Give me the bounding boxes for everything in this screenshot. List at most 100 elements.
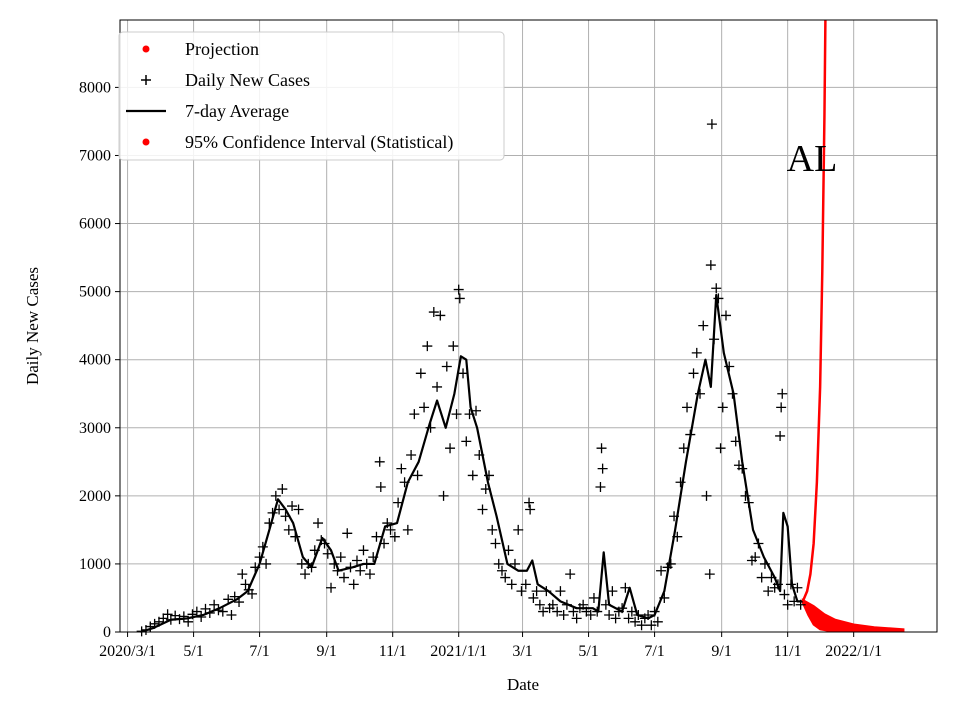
daily-new-cases-point [461, 436, 472, 447]
x-tick-label: 5/1 [578, 643, 598, 660]
daily-new-cases-point [711, 283, 722, 294]
daily-new-cases-point [531, 586, 542, 597]
x-axis: 2020/3/1 5/1 7/1 9/1 11/1 2021/1/1 3/1 5/1 7/1 9/… [99, 632, 882, 660]
daily-new-cases-point [191, 606, 202, 617]
daily-new-cases-point [375, 481, 386, 492]
daily-new-cases-point [261, 558, 272, 569]
daily-new-cases-point [300, 569, 311, 580]
y-tick-label: 8000 [79, 79, 111, 96]
daily-new-cases-point [385, 524, 396, 535]
legend-label: Projection [185, 39, 259, 59]
daily-new-cases-point [487, 524, 498, 535]
daily-new-cases-point [552, 606, 563, 617]
daily-new-cases-point [283, 524, 294, 535]
legend-plus-icon [141, 75, 151, 85]
daily-new-cases-point [776, 402, 787, 413]
projection-line [801, 20, 827, 602]
y-tick-label: 2000 [79, 488, 111, 505]
legend-label: 95% Confidence Interval (Statistical) [185, 132, 453, 153]
x-tick-label: 2020/3/1 [99, 643, 156, 660]
daily-new-cases-point [720, 310, 731, 321]
daily-new-cases-point [451, 409, 462, 420]
daily-new-cases-point [406, 450, 417, 461]
y-tick-label: 0 [103, 624, 111, 641]
daily-new-cases-point [585, 609, 596, 620]
daily-new-cases-point [402, 524, 413, 535]
daily-new-cases-point [467, 470, 478, 481]
daily-new-cases-point [445, 443, 456, 454]
daily-new-cases-point [652, 616, 663, 627]
x-tick-label: 2022/1/1 [825, 643, 882, 660]
daily-new-cases-point [534, 599, 545, 610]
daily-new-cases-point [389, 531, 400, 542]
daily-new-cases-point [287, 501, 298, 512]
daily-new-cases-point [226, 609, 237, 620]
daily-new-cases-point [453, 284, 464, 295]
daily-new-cases-point [409, 409, 420, 420]
daily-new-cases-point [775, 430, 786, 441]
daily-new-cases-point [432, 381, 443, 392]
legend-label: 7-day Average [185, 101, 289, 121]
x-tick-label: 9/1 [316, 643, 336, 660]
daily-new-cases-point [705, 260, 716, 271]
daily-new-cases-point [158, 613, 169, 624]
daily-new-cases-point [525, 504, 536, 515]
daily-new-cases-point [322, 548, 333, 559]
daily-new-cases-point [237, 569, 248, 580]
confidence-interval-band [801, 598, 905, 633]
daily-new-cases-point [358, 545, 369, 556]
x-tick-label: 3/1 [512, 643, 532, 660]
daily-new-cases-point [217, 606, 228, 617]
daily-new-cases-point [597, 463, 608, 474]
y-tick-label: 5000 [79, 284, 111, 301]
daily-new-cases-point [162, 609, 173, 620]
daily-new-cases-point [623, 613, 634, 624]
daily-new-cases-point [782, 599, 793, 610]
daily-new-cases-point [419, 402, 430, 413]
x-tick-label: 11/1 [774, 643, 802, 660]
daily-new-cases-point [200, 603, 211, 614]
daily-new-cases-point [209, 599, 220, 610]
plot-frame [119, 19, 938, 633]
daily-new-cases-point [596, 443, 607, 454]
y-axis-label: Daily New Cases [23, 267, 42, 385]
daily-new-cases-point [701, 490, 712, 501]
x-tick-label: 11/1 [379, 643, 407, 660]
daily-new-cases-point [509, 558, 520, 569]
daily-new-cases-point [595, 481, 606, 492]
daily-new-cases-point [335, 552, 346, 563]
daily-new-cases-point [558, 609, 569, 620]
daily-new-cases-point [740, 490, 751, 501]
daily-new-cases-point [555, 586, 566, 597]
legend-dot-icon [142, 138, 150, 146]
daily-new-cases-point [717, 402, 728, 413]
daily-new-cases-point [342, 528, 353, 539]
legend: Projection Daily New Cases 7-day Average 95… [118, 31, 505, 161]
daily-new-cases-point [338, 572, 349, 583]
daily-new-cases-point [706, 119, 717, 130]
daily-new-cases-point [293, 504, 304, 515]
daily-new-cases-point [364, 569, 375, 580]
daily-new-cases-point [682, 402, 693, 413]
legend-label: Daily New Cases [185, 70, 310, 90]
y-tick-label: 3000 [79, 420, 111, 437]
daily-new-cases-point [500, 572, 511, 583]
y-tick-label: 7000 [79, 147, 111, 164]
daily-new-cases-point [374, 456, 385, 467]
seven-day-average-line [140, 293, 803, 634]
legend-dot-icon [142, 45, 150, 53]
daily-new-cases-point [441, 361, 452, 372]
daily-new-cases-point [428, 307, 439, 318]
daily-new-cases-point [371, 531, 382, 542]
daily-new-cases-point [715, 443, 726, 454]
daily-new-cases-point [547, 599, 558, 610]
daily-new-cases-point [691, 347, 702, 358]
x-tick-label: 5/1 [183, 643, 203, 660]
y-axis: 0 1000 2000 3000 4000 5000 6000 7000 8000 [79, 79, 120, 641]
daily-new-cases-point [351, 555, 362, 566]
daily-new-cases-point [270, 490, 281, 501]
daily-new-cases-point [435, 310, 446, 321]
daily-new-cases-point [630, 616, 641, 627]
daily-new-cases-point [412, 470, 423, 481]
